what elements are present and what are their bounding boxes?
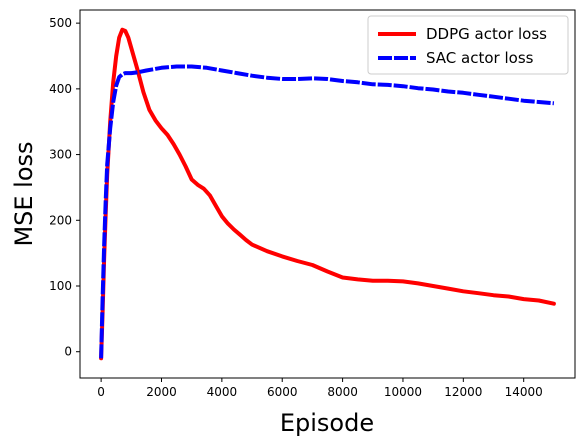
series-line-0	[99, 27, 556, 361]
plot-frame	[79, 9, 576, 379]
y-tick-label: 500	[49, 16, 72, 30]
x-tick-label: 12000	[444, 385, 482, 399]
x-axis-title: Episode	[280, 409, 374, 437]
legend-label-0: DDPG actor loss	[426, 25, 547, 43]
x-tick-label: 0	[97, 385, 105, 399]
x-tick-label: 4000	[207, 385, 238, 399]
x-tick-label: 10000	[384, 385, 422, 399]
legend-label-1: SAC actor loss	[426, 49, 534, 67]
x-tick-label: 2000	[146, 385, 177, 399]
x-tick-label: 6000	[267, 385, 298, 399]
x-tick-label: 8000	[327, 385, 358, 399]
x-tick-label: 14000	[505, 385, 543, 399]
y-ticks-group: 0 100 200 300 400 500	[49, 16, 80, 359]
y-tick-label: 0	[64, 345, 72, 359]
y-axis-title: MSE loss	[10, 141, 38, 246]
y-tick-label: 100	[49, 279, 72, 293]
legend-box	[367, 15, 569, 75]
y-tick-label: 200	[49, 213, 72, 227]
plot-series-group	[99, 27, 556, 361]
x-ticks-group: 0 2000 4000 6000 8000 10000 12000 14000	[97, 378, 543, 399]
y-tick-label: 400	[49, 82, 72, 96]
legend: DDPG actor loss SAC actor loss	[367, 15, 569, 75]
y-tick-label: 300	[49, 148, 72, 162]
series-line-1	[99, 64, 555, 359]
